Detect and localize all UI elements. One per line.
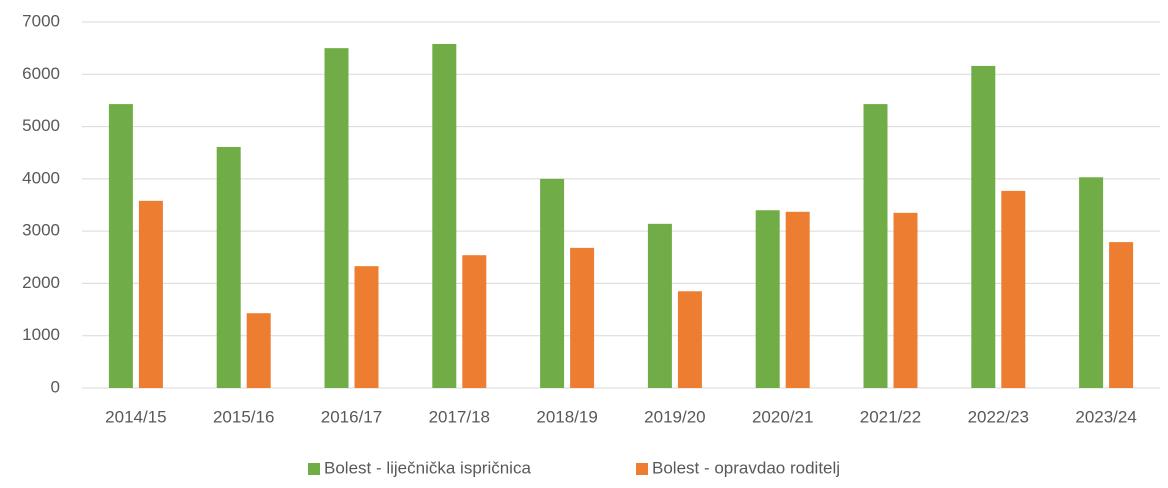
y-tick-label: 3000: [22, 221, 60, 240]
x-tick-label: 2018/19: [536, 407, 597, 426]
bar: [755, 210, 780, 388]
x-tick-label: 2015/16: [213, 407, 274, 426]
bar: [863, 104, 888, 389]
bar: [647, 223, 672, 388]
y-tick-label: 5000: [22, 116, 60, 135]
x-tick-label: 2014/15: [105, 407, 166, 426]
y-tick-label: 1000: [22, 325, 60, 344]
bar: [138, 200, 163, 388]
y-tick-label: 6000: [22, 64, 60, 83]
legend-swatch: [636, 463, 648, 475]
bar: [216, 146, 241, 388]
bar: [971, 65, 996, 389]
bar: [354, 266, 379, 388]
x-tick-label: 2023/24: [1075, 407, 1136, 426]
bar: [570, 247, 595, 388]
bar: [432, 43, 457, 389]
x-tick-label: 2022/23: [968, 407, 1029, 426]
y-tick-label: 2000: [22, 273, 60, 292]
bar: [108, 104, 133, 389]
x-tick-label: 2017/18: [429, 407, 490, 426]
bar: [540, 178, 565, 388]
bar: [462, 255, 487, 388]
legend-swatch: [308, 463, 320, 475]
x-tick-label: 2021/22: [860, 407, 921, 426]
y-tick-label: 7000: [22, 11, 60, 30]
bar: [246, 313, 271, 388]
bar: [1001, 190, 1026, 388]
x-tick-label: 2019/20: [644, 407, 705, 426]
x-tick-label: 2016/17: [321, 407, 382, 426]
legend-label: Bolest - opravdao roditelj: [652, 458, 840, 477]
bar: [1109, 242, 1134, 388]
y-tick-label: 4000: [22, 168, 60, 187]
bar: [785, 211, 810, 388]
y-tick-label: 0: [51, 377, 60, 396]
x-tick-label: 2020/21: [752, 407, 813, 426]
legend-label: Bolest - liječnička ispričnica: [324, 458, 531, 477]
bar: [1079, 177, 1104, 388]
bar: [324, 48, 349, 389]
bar: [677, 291, 702, 388]
bar: [893, 212, 918, 388]
